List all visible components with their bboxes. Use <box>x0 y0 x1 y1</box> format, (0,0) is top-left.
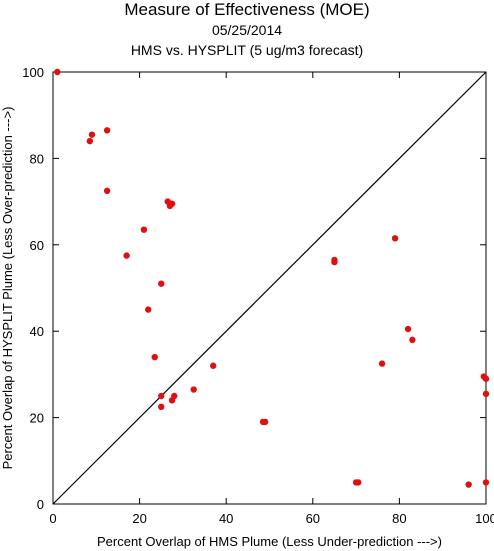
data-point <box>378 360 386 367</box>
data-point <box>482 390 490 398</box>
data-point <box>86 137 94 145</box>
data-point <box>190 386 197 393</box>
x-tick-label: 80 <box>392 511 406 526</box>
chart-subtitle: HMS vs. HYSPLIT (5 ug/m3 forecast) <box>130 42 364 58</box>
data-point <box>145 306 152 313</box>
data-point <box>404 325 412 333</box>
x-axis-label: Percent Overlap of HMS Plume (Less Under… <box>97 534 442 549</box>
data-point <box>331 258 338 266</box>
data-point <box>355 479 362 486</box>
data-point <box>168 397 176 404</box>
y-tick-label: 40 <box>30 324 44 339</box>
data-point <box>210 362 217 369</box>
data-point <box>158 280 165 287</box>
data-point <box>123 252 130 259</box>
data-point <box>54 68 61 76</box>
data-point <box>166 202 174 210</box>
data-point <box>158 403 165 410</box>
x-tick-label: 100 <box>475 511 494 526</box>
x-tick-label: 20 <box>132 511 146 526</box>
data-point <box>151 353 158 361</box>
y-tick-label: 80 <box>30 151 44 166</box>
y-tick-label: 60 <box>30 238 44 253</box>
data-point <box>103 127 111 134</box>
x-tick-label: 0 <box>49 511 56 526</box>
chart-title: Measure of Effectiveness (MOE) <box>124 0 370 19</box>
x-tick-label: 60 <box>306 511 320 526</box>
y-tick-label: 0 <box>37 497 44 512</box>
chart-date: 05/25/2014 <box>211 22 283 38</box>
data-point <box>482 375 490 382</box>
data-point <box>88 131 96 138</box>
data-point <box>482 479 490 486</box>
data-point <box>391 235 399 242</box>
data-point <box>261 418 269 426</box>
axis-ticks: 0 20 40 60 80 100 0 20 40 60 80 100 <box>22 65 494 526</box>
y-tick-label: 100 <box>22 65 44 80</box>
data-point <box>158 392 165 400</box>
plot-area <box>52 71 487 505</box>
data-point <box>465 481 472 488</box>
reference-diagonal <box>52 71 487 505</box>
data-point <box>409 336 416 344</box>
data-point <box>103 187 111 194</box>
y-tick-label: 20 <box>30 411 44 426</box>
y-axis-label: Percent Overlap of HYSPLIT Plume (Less O… <box>0 107 15 470</box>
data-points <box>54 68 490 488</box>
x-tick-label: 40 <box>219 511 233 526</box>
data-point <box>140 226 148 233</box>
